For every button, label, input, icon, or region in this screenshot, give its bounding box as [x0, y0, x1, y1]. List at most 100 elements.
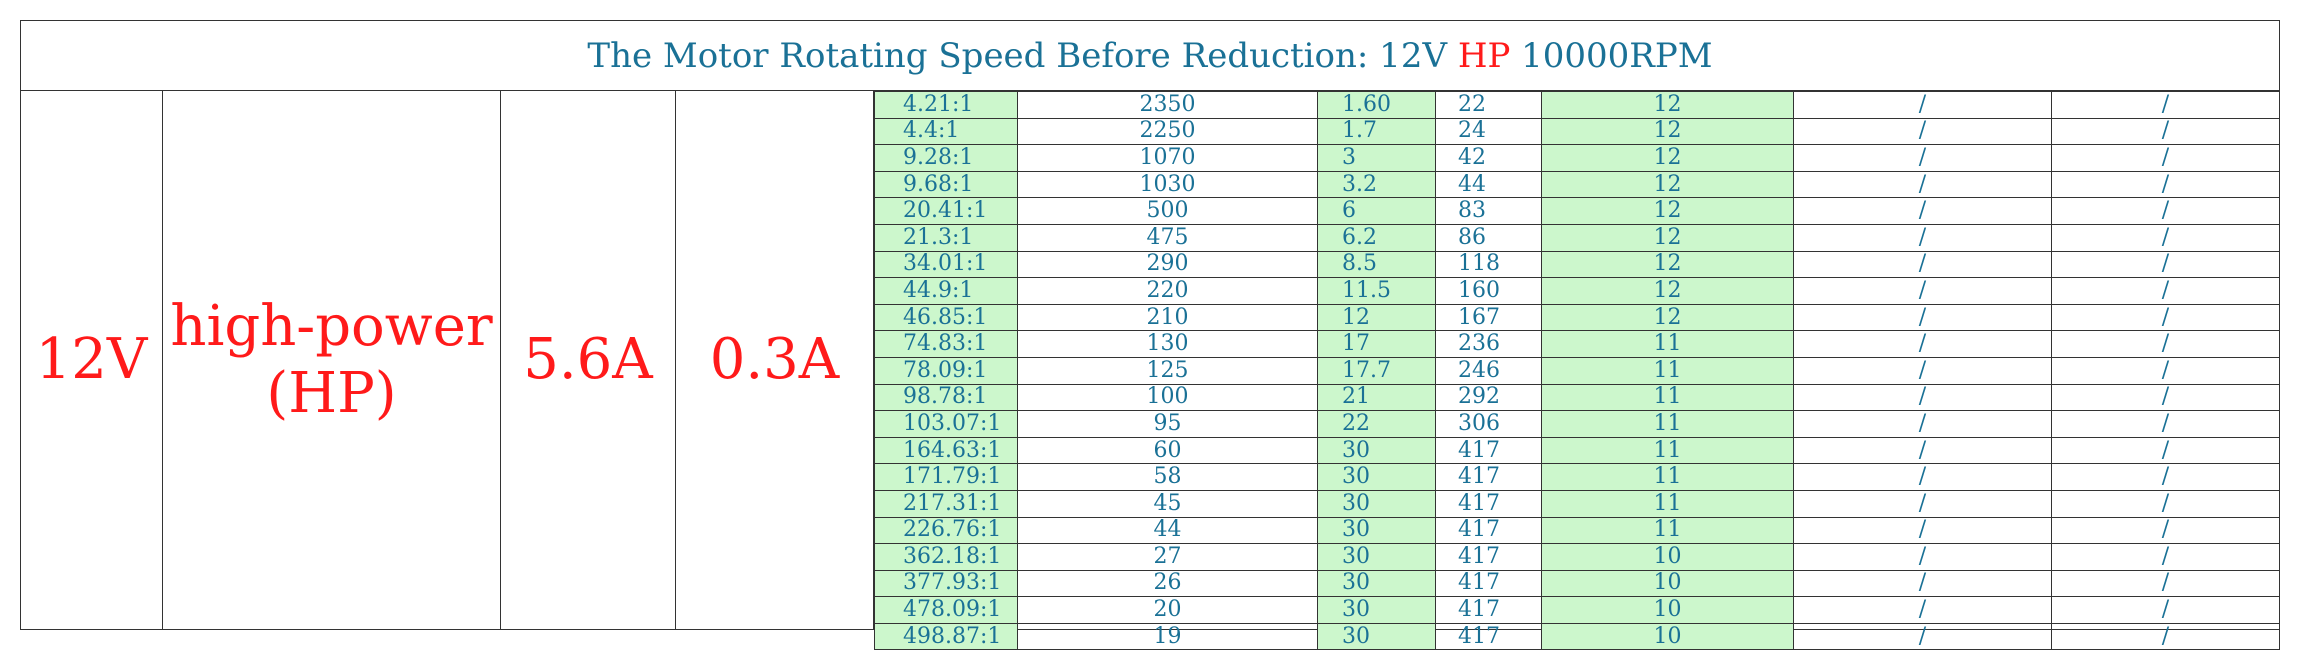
column-g-cell: / — [2051, 596, 2280, 624]
table-row: 78.09:1 125 17.7 246 11// — [874, 356, 2280, 385]
table-row: 74.83:1 130 17 236 11// — [874, 330, 2280, 358]
gearbox-length-cell: 12 — [1541, 117, 1794, 146]
column-f-cell: / — [1793, 543, 2052, 571]
speed-rpm-cell: 220 — [1017, 277, 1318, 305]
column-f-cell: / — [1793, 383, 2052, 412]
column-g-cell: / — [2051, 277, 2280, 305]
column-g-cell: / — [2051, 117, 2280, 146]
column-f-cell: / — [1793, 356, 2052, 385]
torque-alt-cell: 417 — [1435, 543, 1542, 571]
ratio-cell: 78.09:1 — [874, 356, 1018, 385]
column-f-cell: / — [1793, 250, 2052, 279]
torque-alt-cell: 118 — [1435, 250, 1542, 279]
gearbox-length-cell: 12 — [1541, 197, 1794, 225]
ratio-cell: 103.07:1 — [874, 410, 1018, 438]
table-row: 44.9:1 220 11.5 160 12// — [874, 277, 2280, 305]
torque-cell: 30 — [1317, 436, 1436, 465]
ratio-cell: 4.21:1 — [874, 91, 1018, 119]
column-g-cell: / — [2051, 197, 2280, 225]
gearbox-length-cell: 10 — [1541, 569, 1794, 598]
column-g-cell: / — [2051, 303, 2280, 332]
column-f-cell: / — [1793, 170, 2052, 199]
torque-cell: 30 — [1317, 622, 1436, 651]
table-row: 20.41:1 500 6 83 12// — [874, 197, 2280, 225]
torque-cell: 30 — [1317, 543, 1436, 571]
column-f-cell: / — [1793, 622, 2052, 651]
speed-rpm-cell: 26 — [1017, 569, 1318, 598]
voltage-value: 12V — [35, 327, 148, 393]
speed-rpm-cell: 475 — [1017, 223, 1318, 252]
column-f-cell: / — [1793, 489, 2052, 518]
spec-table-frame: The Motor Rotating Speed Before Reductio… — [20, 20, 2280, 651]
table-row: 46.85:1 210 12 167 12// — [874, 303, 2280, 332]
table-row: 4.21:1 2350 1.60 22 12// — [874, 91, 2280, 119]
gearbox-length-cell: 12 — [1541, 144, 1794, 172]
speed-rpm-cell: 2250 — [1017, 117, 1318, 146]
ratio-cell: 164.63:1 — [874, 436, 1018, 465]
title-suffix: 10000RPM — [1510, 35, 1713, 76]
gearbox-length-cell: 11 — [1541, 436, 1794, 465]
ratio-cell: 46.85:1 — [874, 303, 1018, 332]
ratio-cell: 44.9:1 — [874, 277, 1018, 305]
current-b-value: 0.3A — [709, 327, 840, 393]
column-f-cell: / — [1793, 516, 2052, 545]
column-f-cell: / — [1793, 144, 2052, 172]
torque-alt-cell: 167 — [1435, 303, 1542, 332]
ratio-cell: 171.79:1 — [874, 463, 1018, 491]
torque-alt-cell: 417 — [1435, 596, 1542, 624]
speed-rpm-cell: 1070 — [1017, 144, 1318, 172]
table-row: 98.78:1 100 21 292 11// — [874, 383, 2280, 412]
speed-rpm-cell: 44 — [1017, 516, 1318, 545]
ratio-cell: 9.68:1 — [874, 170, 1018, 199]
ratio-cell: 217.31:1 — [874, 489, 1018, 518]
ratio-cell: 21.3:1 — [874, 223, 1018, 252]
current-b-cell: 0.3A — [676, 91, 874, 629]
ratio-cell: 226.76:1 — [874, 516, 1018, 545]
table-row: 34.01:1 290 8.5 118 12// — [874, 250, 2280, 279]
column-g-cell: / — [2051, 436, 2280, 465]
torque-cell: 11.5 — [1317, 277, 1436, 305]
column-g-cell: / — [2051, 356, 2280, 385]
torque-alt-cell: 22 — [1435, 91, 1542, 119]
torque-alt-cell: 417 — [1435, 622, 1542, 651]
voltage-cell: 12V — [21, 91, 163, 629]
table-row: 226.76:1 44 30 417 11// — [874, 516, 2280, 545]
table-row: 478.09:1 20 30 417 10// — [874, 596, 2280, 624]
torque-cell: 8.5 — [1317, 250, 1436, 279]
column-g-cell: / — [2051, 144, 2280, 172]
ratio-grid: 4.21:1 2350 1.60 22 12//4.4:1 2250 1.7 24 12//9.… — [874, 91, 2280, 651]
torque-alt-cell: 306 — [1435, 410, 1542, 438]
gearbox-length-cell: 10 — [1541, 622, 1794, 651]
gearbox-length-cell: 12 — [1541, 250, 1794, 279]
torque-alt-cell: 44 — [1435, 170, 1542, 199]
torque-alt-cell: 83 — [1435, 197, 1542, 225]
gearbox-length-cell: 11 — [1541, 383, 1794, 412]
ratio-table: 4.21:1 2350 1.60 22 12//4.4:1 2250 1.7 24 12//9.… — [874, 91, 2280, 651]
torque-alt-cell: 417 — [1435, 516, 1542, 545]
column-f-cell: / — [1793, 410, 2052, 438]
column-g-cell: / — [2051, 170, 2280, 199]
column-g-cell: / — [2051, 516, 2280, 545]
torque-alt-cell: 246 — [1435, 356, 1542, 385]
speed-rpm-cell: 58 — [1017, 463, 1318, 491]
gearbox-length-cell: 11 — [1541, 356, 1794, 385]
gearbox-length-cell: 12 — [1541, 223, 1794, 252]
torque-alt-cell: 417 — [1435, 463, 1542, 491]
speed-rpm-cell: 2350 — [1017, 91, 1318, 119]
ratio-cell: 498.87:1 — [874, 622, 1018, 651]
torque-cell: 3 — [1317, 144, 1436, 172]
torque-cell: 12 — [1317, 303, 1436, 332]
torque-alt-cell: 292 — [1435, 383, 1542, 412]
column-f-cell: / — [1793, 223, 2052, 252]
column-f-cell: / — [1793, 463, 2052, 491]
torque-alt-cell: 24 — [1435, 117, 1542, 146]
ratio-cell: 478.09:1 — [874, 596, 1018, 624]
column-g-cell: / — [2051, 543, 2280, 571]
table-row: 498.87:1 19 30 417 10// — [874, 622, 2280, 651]
torque-cell: 22 — [1317, 410, 1436, 438]
table-row: 103.07:1 95 22 306 11// — [874, 410, 2280, 438]
torque-alt-cell: 417 — [1435, 436, 1542, 465]
torque-cell: 30 — [1317, 569, 1436, 598]
gearbox-length-cell: 12 — [1541, 170, 1794, 199]
speed-rpm-cell: 500 — [1017, 197, 1318, 225]
